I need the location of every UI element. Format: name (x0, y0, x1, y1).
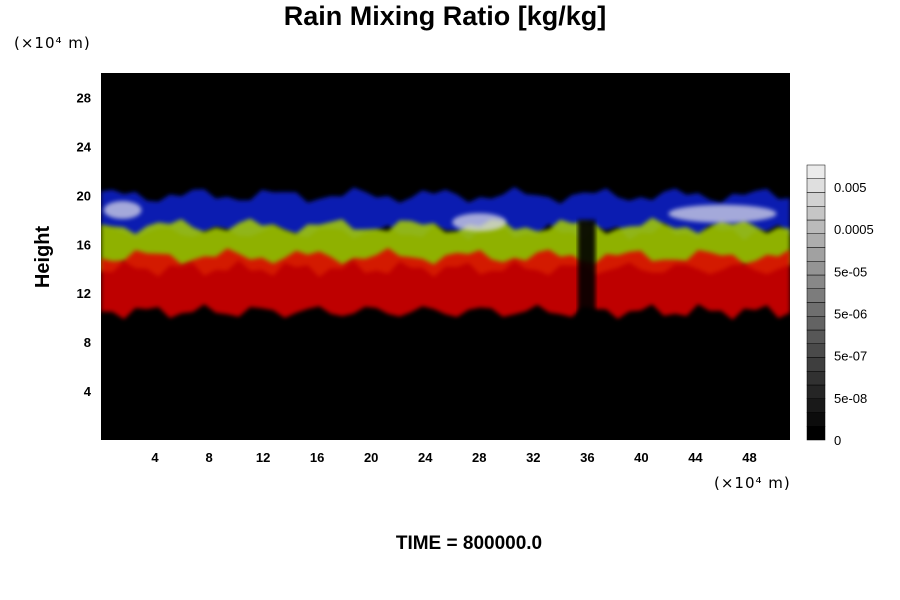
colorbar-level (806, 426, 826, 441)
colorbar-level (806, 329, 826, 344)
x-axis-unit: (×10⁴ m) (714, 474, 791, 492)
x-tick-label: 36 (580, 450, 594, 465)
x-tick-label: 24 (418, 450, 433, 465)
x-axis-ticks: 4 8 12 16 20 24 28 32 36 40 44 48 (151, 450, 756, 465)
field-gap (577, 219, 596, 318)
colorbar-level (806, 343, 826, 358)
colorbar (806, 164, 826, 441)
x-tick-label: 12 (256, 450, 270, 465)
y-axis-unit: (×10⁴ m) (14, 34, 91, 52)
colorbar-labels: 0 5e-08 5e-07 5e-06 5e-05 0.0005 0.005 (834, 180, 874, 448)
y-axis-label: Height (32, 226, 54, 289)
colorbar-level (806, 412, 826, 427)
y-axis-ticks: 4 8 12 16 20 24 28 (77, 90, 92, 399)
x-tick-label: 4 (151, 450, 159, 465)
colorbar-level (806, 206, 826, 221)
y-tick-label: 12 (77, 286, 91, 301)
colorbar-level (806, 316, 826, 331)
chart-title: Rain Mixing Ratio [kg/kg] (284, 1, 607, 31)
colorbar-tick-label: 0.0005 (834, 222, 874, 237)
x-tick-label: 20 (364, 450, 378, 465)
colorbar-level (806, 398, 826, 413)
x-tick-label: 32 (526, 450, 540, 465)
colorbar-level (806, 274, 826, 289)
colorbar-tick-label: 5e-06 (834, 307, 867, 322)
x-tick-label: 8 (205, 450, 212, 465)
colorbar-level (806, 357, 826, 372)
field-highlight (668, 204, 777, 223)
colorbar-level (806, 178, 826, 193)
colorbar-level (806, 192, 826, 207)
colorbar-tick-label: 5e-07 (834, 349, 867, 364)
colorbar-level (806, 233, 826, 248)
colorbar-level (806, 384, 826, 399)
y-tick-label: 24 (77, 139, 92, 154)
y-tick-label: 28 (77, 90, 91, 105)
colorbar-tick-label: 0 (834, 433, 841, 448)
colorbar-level (806, 302, 826, 317)
colorbar-level (806, 288, 826, 303)
colorbar-level (806, 261, 826, 276)
colorbar-level (806, 371, 826, 386)
y-tick-label: 20 (77, 188, 91, 203)
colorbar-level (806, 247, 826, 262)
time-label: TIME = 800000.0 (396, 533, 542, 554)
x-tick-label: 48 (742, 450, 756, 465)
rain-field (101, 186, 790, 320)
field-highlight (103, 201, 142, 220)
colorbar-level (806, 219, 826, 234)
x-tick-label: 40 (634, 450, 648, 465)
x-tick-label: 28 (472, 450, 486, 465)
field-band (101, 248, 790, 320)
y-tick-label: 16 (77, 237, 91, 252)
y-tick-label: 8 (84, 335, 91, 350)
colorbar-tick-label: 0.005 (834, 180, 867, 195)
colorbar-tick-label: 5e-05 (834, 264, 867, 279)
field-band (101, 186, 790, 241)
x-tick-label: 16 (310, 450, 324, 465)
field-highlight (452, 213, 507, 232)
colorbar-level (806, 164, 826, 179)
colorbar-tick-label: 5e-08 (834, 391, 867, 406)
x-tick-label: 44 (688, 450, 703, 465)
y-tick-label: 4 (84, 384, 92, 399)
